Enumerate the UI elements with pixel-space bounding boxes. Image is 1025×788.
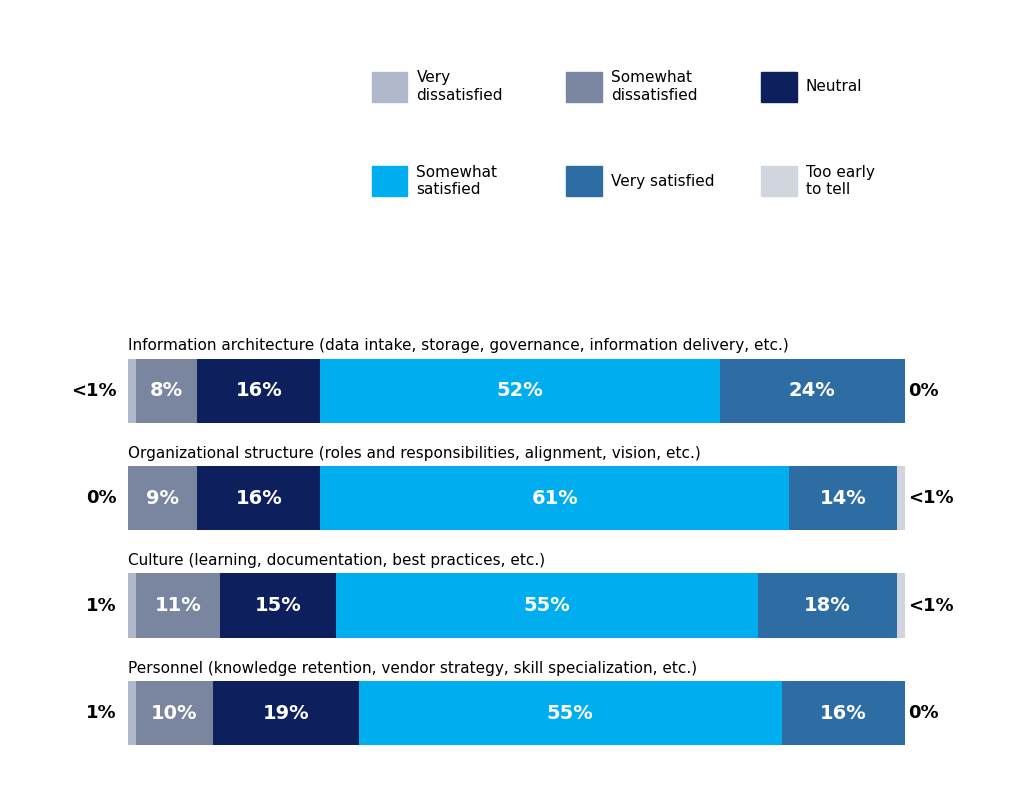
Text: <1%: <1%: [908, 597, 954, 615]
Text: 15%: 15%: [254, 597, 301, 615]
Text: 0%: 0%: [86, 489, 117, 507]
Bar: [720, 359, 904, 423]
Bar: [135, 359, 197, 423]
Bar: [197, 466, 320, 530]
Text: Too early
to tell: Too early to tell: [806, 165, 874, 198]
Bar: [128, 681, 135, 745]
Bar: [758, 574, 897, 638]
Text: 1%: 1%: [86, 597, 117, 615]
Text: 19%: 19%: [262, 704, 309, 723]
Bar: [197, 359, 320, 423]
Text: 18%: 18%: [805, 597, 851, 615]
Text: 9%: 9%: [147, 489, 179, 507]
Text: 55%: 55%: [524, 597, 571, 615]
Bar: [897, 574, 904, 638]
Text: <1%: <1%: [908, 489, 954, 507]
Bar: [359, 681, 781, 745]
Bar: [897, 466, 904, 530]
Bar: [135, 681, 213, 745]
Text: 16%: 16%: [236, 489, 282, 507]
Bar: [213, 681, 359, 745]
Bar: [320, 466, 789, 530]
Bar: [128, 574, 135, 638]
Bar: [789, 466, 897, 530]
Text: 61%: 61%: [531, 489, 578, 507]
Text: Organizational structure (roles and responsibilities, alignment, vision, etc.): Organizational structure (roles and resp…: [128, 446, 701, 461]
Text: 55%: 55%: [546, 704, 593, 723]
Text: 0%: 0%: [908, 381, 939, 400]
Text: 24%: 24%: [789, 381, 835, 400]
Text: 0%: 0%: [908, 704, 939, 722]
Text: Culture (learning, documentation, best practices, etc.): Culture (learning, documentation, best p…: [128, 553, 545, 568]
Text: 16%: 16%: [236, 381, 282, 400]
Bar: [128, 359, 135, 423]
Text: Neutral: Neutral: [806, 79, 862, 95]
Text: Somewhat
satisfied: Somewhat satisfied: [416, 165, 497, 198]
Text: Very satisfied: Very satisfied: [611, 173, 714, 189]
Text: 1%: 1%: [86, 704, 117, 722]
Text: 52%: 52%: [497, 381, 543, 400]
Bar: [220, 574, 335, 638]
Bar: [335, 574, 758, 638]
Text: Personnel (knowledge retention, vendor strategy, skill specialization, etc.): Personnel (knowledge retention, vendor s…: [128, 660, 697, 675]
Text: Information architecture (data intake, storage, governance, information delivery: Information architecture (data intake, s…: [128, 338, 789, 353]
Text: 14%: 14%: [820, 489, 866, 507]
Bar: [128, 466, 197, 530]
Text: 8%: 8%: [150, 381, 183, 400]
Text: Very
dissatisfied: Very dissatisfied: [416, 70, 503, 103]
Text: 11%: 11%: [155, 597, 202, 615]
Bar: [320, 359, 720, 423]
Text: Somewhat
dissatisfied: Somewhat dissatisfied: [611, 70, 698, 103]
Text: 10%: 10%: [151, 704, 198, 723]
Text: 16%: 16%: [820, 704, 866, 723]
Text: <1%: <1%: [71, 381, 117, 400]
Bar: [781, 681, 904, 745]
Bar: [135, 574, 220, 638]
